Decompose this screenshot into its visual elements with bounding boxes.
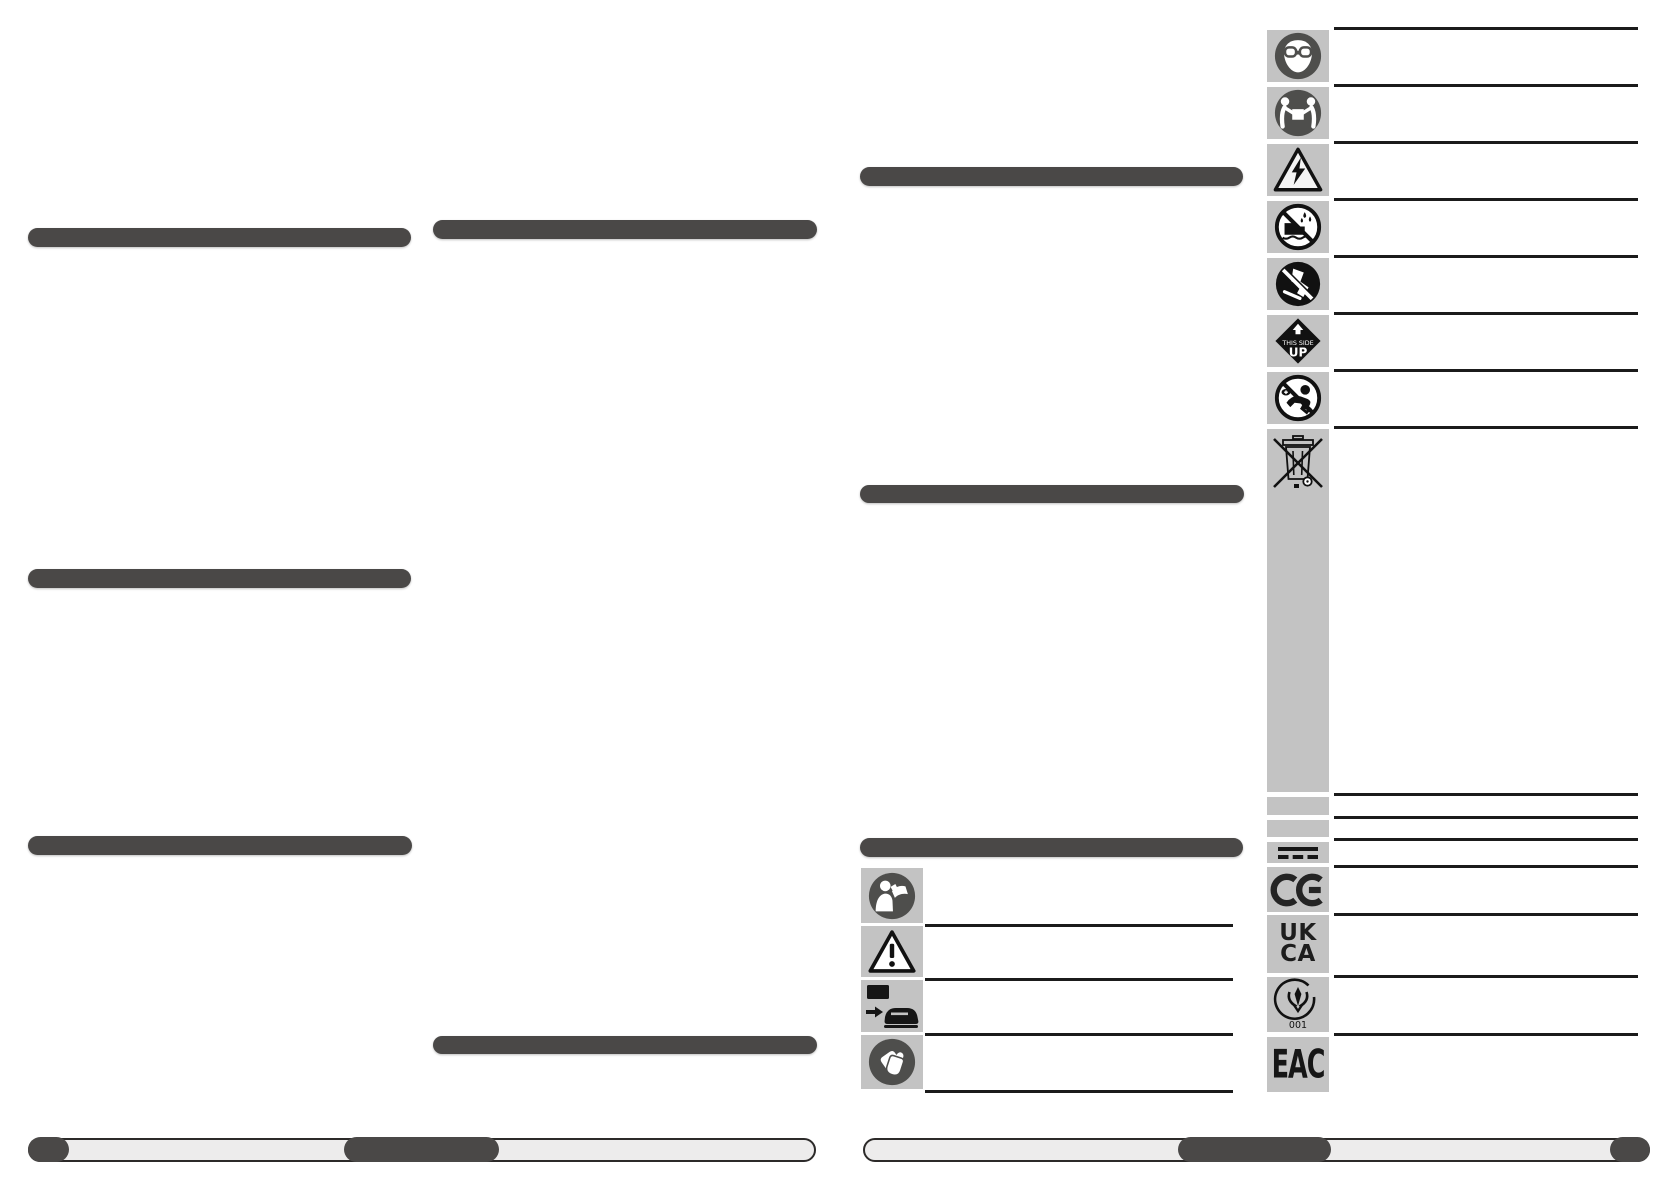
separator-line (925, 1090, 1233, 1093)
redacted-heading-bar (433, 220, 817, 239)
separator-line (1334, 426, 1638, 429)
separator-line (1334, 84, 1638, 87)
this-side-up-icon: THIS SIDE UP (1267, 315, 1329, 367)
eac-label: EAC (1271, 1042, 1326, 1087)
separator-line (925, 978, 1233, 981)
blank-symbol-cell (1267, 820, 1329, 837)
weee-bin-icon (1267, 429, 1329, 792)
protective-gloves-icon (861, 1035, 923, 1089)
separator-line (925, 1033, 1233, 1036)
dc-voltage-icon (1267, 842, 1329, 863)
separator-line (1334, 913, 1638, 916)
redacted-heading-bar (28, 836, 412, 855)
redacted-heading-bar (860, 838, 1243, 857)
separator-line (1334, 255, 1638, 258)
redacted-heading-bar (28, 569, 411, 588)
ce-mark (1267, 867, 1329, 912)
blank-symbol-cell (1267, 797, 1329, 815)
separator-line (1334, 1033, 1638, 1036)
eye-protection-icon (1267, 30, 1329, 82)
ukraine-mark-number: 001 (1289, 1020, 1307, 1031)
separator-line (1334, 141, 1638, 144)
separator-line (1334, 816, 1638, 819)
warning-icon (861, 926, 923, 977)
progress-segment (28, 1137, 69, 1162)
ukca-mark: UK CA (1267, 915, 1329, 973)
separator-line (925, 924, 1233, 927)
electric-shock-icon (1267, 144, 1329, 196)
redacted-heading-bar (28, 228, 411, 247)
redacted-heading-bar (860, 485, 1244, 503)
ukca-label-line1: UK (1279, 919, 1317, 946)
no-step-icon (1267, 258, 1329, 310)
no-water-icon (1267, 201, 1329, 253)
separator-line (1334, 865, 1638, 868)
separator-line (1334, 369, 1638, 372)
separator-line (1334, 838, 1638, 841)
separator-line (1334, 975, 1638, 978)
read-manual-icon (861, 868, 923, 923)
separator-line (1334, 793, 1638, 796)
redacted-heading-bar (860, 167, 1243, 186)
ukca-label-line2: CA (1280, 941, 1316, 967)
progress-segment (1610, 1137, 1650, 1162)
this-side-up-label-line2: UP (1289, 345, 1308, 359)
separator-line (1334, 312, 1638, 315)
keep-away-children-icon (1267, 372, 1329, 424)
eac-mark: EAC (1267, 1037, 1329, 1092)
insert-battery-icon (861, 980, 923, 1032)
this-side-up-label-line1: THIS SIDE (1281, 340, 1313, 347)
separator-line (1334, 198, 1638, 201)
redacted-heading-bar (433, 1036, 817, 1054)
separator-line (1334, 27, 1638, 30)
progress-segment (344, 1137, 499, 1162)
team-lift-icon (1267, 87, 1329, 139)
progress-segment (1178, 1137, 1331, 1162)
ukraine-conformity-mark: 001 (1267, 977, 1329, 1032)
